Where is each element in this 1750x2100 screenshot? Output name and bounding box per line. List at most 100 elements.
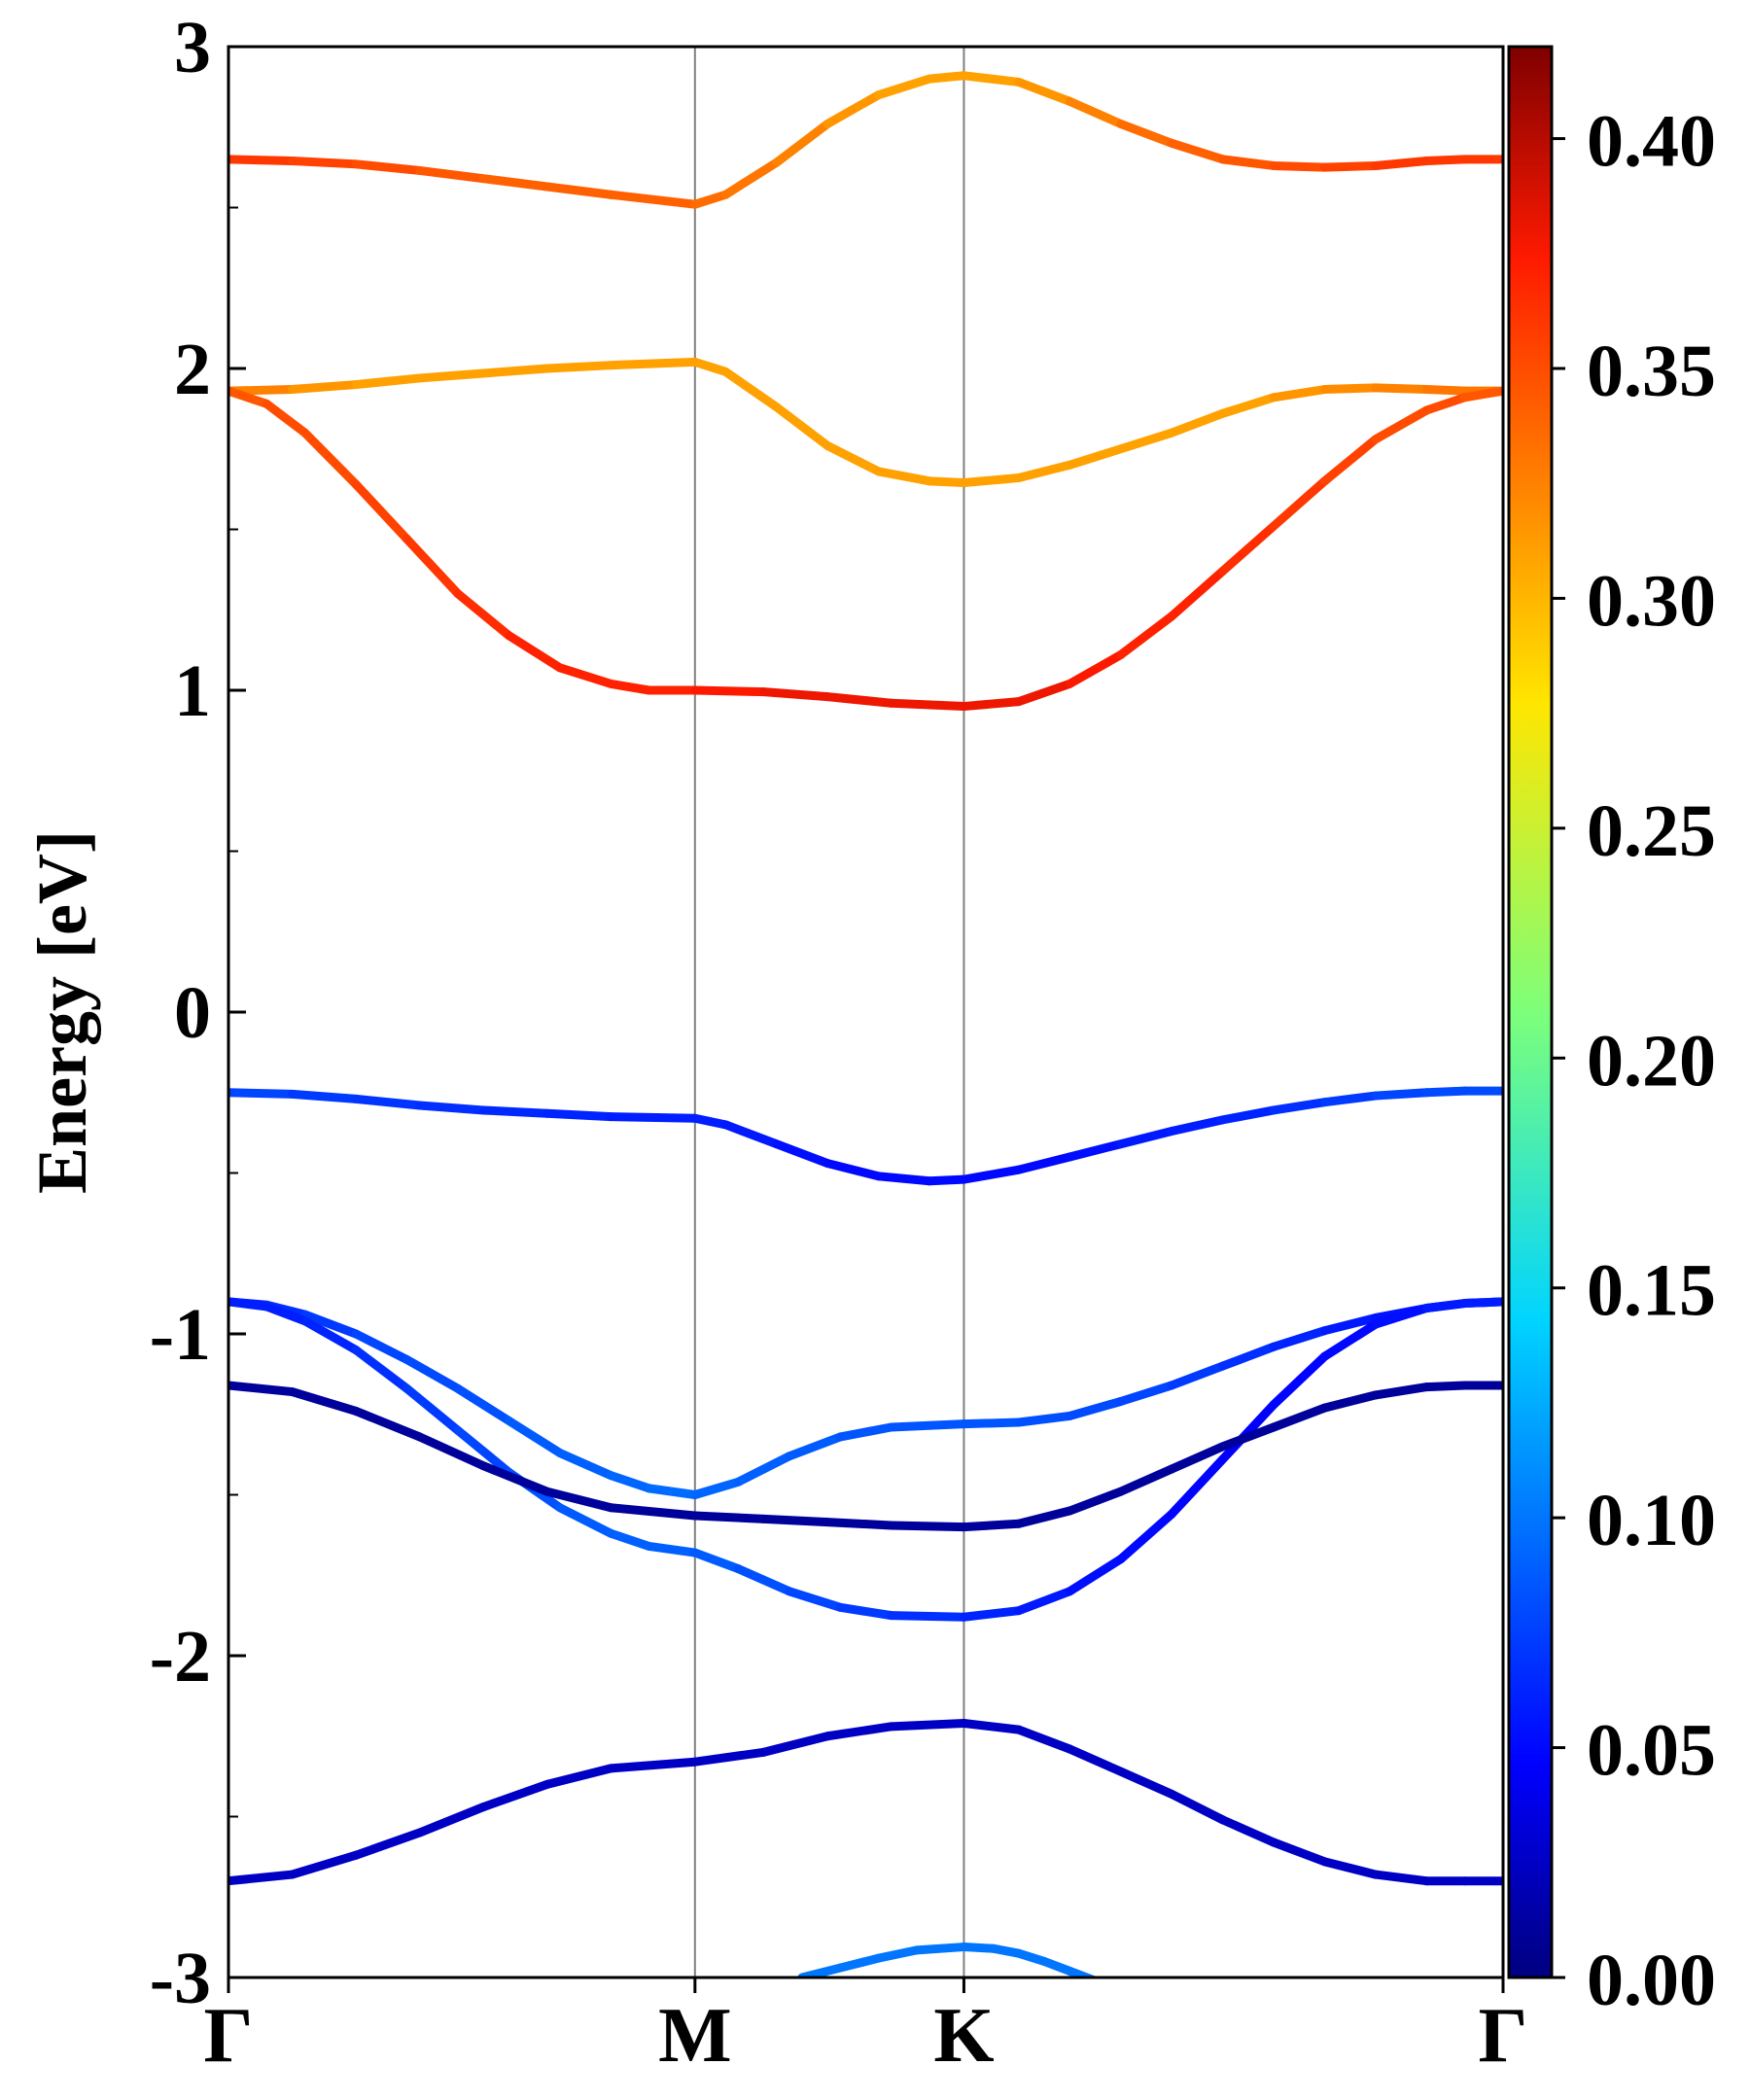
band-2-segment — [772, 402, 832, 450]
band-3-segment — [1065, 650, 1126, 688]
band-8-segment — [1167, 1789, 1228, 1825]
band-6-segment — [959, 1606, 1024, 1622]
band-4-segment — [1014, 1152, 1074, 1174]
band-6-segment — [733, 1564, 794, 1596]
band-1-segment — [542, 182, 615, 199]
band-9-segment — [959, 1942, 998, 1953]
band-3-segment — [759, 687, 832, 702]
band-1-segment — [925, 71, 968, 84]
band-1-segment — [1269, 160, 1329, 172]
band-2-segment — [1319, 383, 1381, 395]
band-2-segment — [690, 357, 730, 376]
band-4-segment — [1269, 1098, 1329, 1115]
band-3 — [228, 386, 1503, 712]
band-2-segment — [1065, 444, 1126, 470]
band-2-segment — [925, 476, 968, 488]
band-1-segment — [874, 74, 934, 100]
y-tick-label: 3 — [174, 7, 211, 88]
band-5-segment — [555, 1448, 615, 1481]
y-tick-label: -1 — [150, 1294, 211, 1376]
band-9-segment — [1065, 1966, 1099, 1978]
band-2-segment — [1371, 383, 1431, 395]
band-6-segment — [645, 1541, 700, 1558]
band-5-segment — [785, 1432, 845, 1461]
band-5-segment — [1218, 1342, 1278, 1371]
band-6-segment — [555, 1503, 615, 1538]
band-4-segment — [1167, 1115, 1228, 1136]
band-3-segment — [1014, 679, 1074, 707]
band-7-segment — [1421, 1381, 1470, 1392]
band-5-segment — [1116, 1381, 1176, 1407]
band-5-segment — [1014, 1411, 1074, 1427]
colorbar-tick-label: 0.00 — [1587, 1940, 1716, 2021]
band-1-segment — [690, 190, 730, 209]
band-3-segment — [300, 428, 361, 489]
band-1-segment — [478, 174, 552, 192]
band-4-segment — [288, 1089, 361, 1103]
band-5-segment — [645, 1484, 700, 1499]
band-6-segment — [262, 1302, 310, 1326]
band-8-segment — [1218, 1815, 1278, 1847]
band-2-segment — [822, 440, 884, 476]
band-2-segment — [478, 364, 552, 378]
band-3-segment — [1116, 612, 1176, 660]
band-7-segment — [1065, 1487, 1126, 1516]
band-2-segment — [959, 473, 1024, 488]
band-7-segment — [887, 1521, 968, 1532]
band-8-segment — [1116, 1767, 1176, 1799]
band-3-segment — [1460, 386, 1503, 402]
band-7-segment — [1319, 1390, 1381, 1413]
band-2-segment — [1014, 460, 1074, 483]
band-9-segment — [1014, 1948, 1049, 1966]
band-1-segment — [606, 190, 700, 209]
band-2-segment — [1167, 408, 1228, 438]
band-5-segment — [453, 1383, 513, 1425]
band-3-segment — [453, 589, 513, 641]
band-7-segment — [351, 1406, 425, 1442]
band-6-segment — [690, 1548, 743, 1574]
band-6-segment — [606, 1528, 654, 1551]
band-4-segment — [959, 1165, 1024, 1184]
band-3-segment — [1421, 393, 1470, 415]
band-5-segment — [1319, 1312, 1381, 1336]
colorbar-tick-label: 0.05 — [1587, 1710, 1716, 1792]
band-1-segment — [228, 155, 298, 166]
colorbar-ticks: 0.00 0.05 0.10 0.15 0.20 0.25 0.30 0.35 0.40 — [1552, 101, 1716, 2021]
band-7-segment — [228, 1381, 298, 1397]
band-8-segment — [351, 1828, 425, 1860]
band-8-segment — [1065, 1744, 1126, 1776]
band-2-segment — [1218, 393, 1278, 418]
band-6-segment — [1218, 1400, 1278, 1464]
colorbar-tick-label: 0.15 — [1587, 1250, 1716, 1332]
band-8-segment — [887, 1719, 968, 1732]
band-7-segment — [959, 1519, 1024, 1532]
band-4-segment — [772, 1139, 832, 1169]
band-4-segment — [351, 1094, 425, 1110]
band-5-segment — [606, 1471, 654, 1493]
y-tick-label: -2 — [150, 1616, 211, 1698]
band-9-segment — [835, 1953, 884, 1973]
band-1-segment — [1421, 155, 1470, 166]
band-3-segment — [606, 679, 654, 695]
band-8-segment — [478, 1779, 552, 1812]
band-1-segment — [1167, 138, 1228, 164]
band-1-segment — [1116, 119, 1176, 148]
band-3-segment — [402, 534, 463, 599]
band-5-segment — [690, 1477, 743, 1499]
colorbar-tick-label: 0.25 — [1587, 790, 1716, 872]
y-axis-ticks: -3 -2 -1 0 1 2 3 — [150, 7, 246, 2019]
band-4-segment — [1319, 1091, 1381, 1107]
band-8-segment — [415, 1802, 488, 1838]
band-6-segment — [1065, 1555, 1126, 1596]
band-5-segment — [1167, 1361, 1228, 1390]
high-symmetry-lines — [693, 47, 965, 1978]
band-3-segment — [1167, 567, 1228, 621]
band-6-segment — [1371, 1304, 1431, 1329]
band-5-segment — [887, 1419, 968, 1432]
band-9-segment — [874, 1945, 922, 1963]
band-1-segment — [822, 90, 884, 128]
band-8-segment — [1014, 1725, 1074, 1754]
band-4-segment — [415, 1101, 488, 1115]
band-7-segment — [1014, 1506, 1074, 1528]
